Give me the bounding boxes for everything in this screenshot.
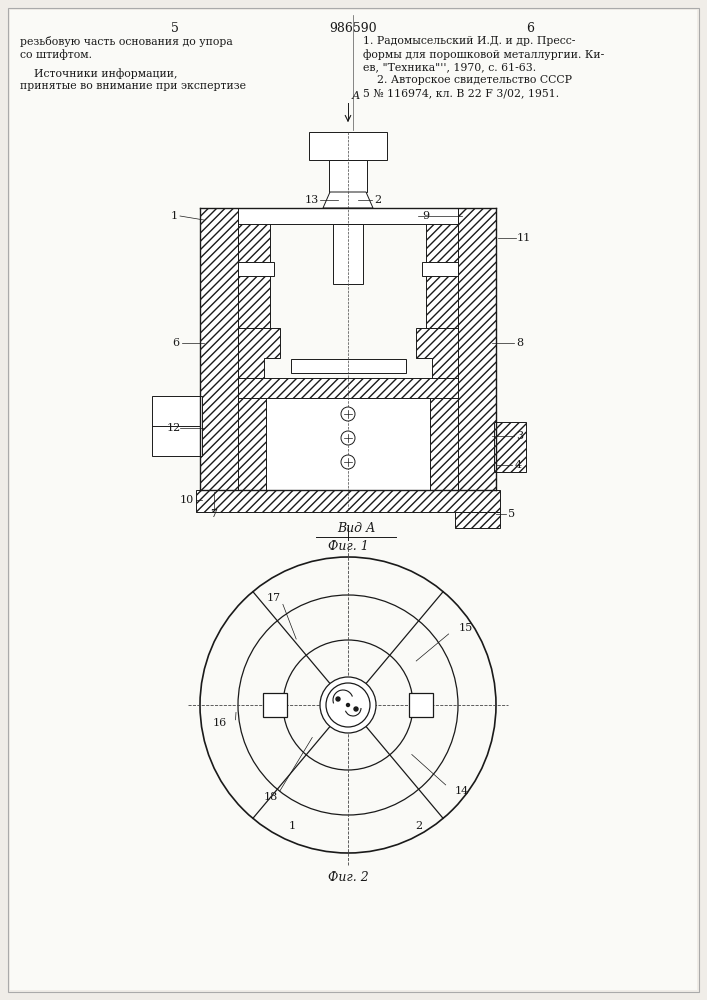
- Text: 16: 16: [212, 718, 227, 728]
- Bar: [238, 262, 274, 276]
- Text: 2: 2: [375, 195, 382, 205]
- Bar: [198, 490, 226, 510]
- Text: 1. Радомысельский И.Д. и др. Пресс-: 1. Радомысельский И.Д. и др. Пресс-: [363, 36, 575, 46]
- Bar: [238, 378, 458, 398]
- Text: 3: 3: [516, 431, 524, 441]
- Text: 6: 6: [526, 22, 534, 35]
- Circle shape: [326, 683, 370, 727]
- Text: 1: 1: [288, 821, 296, 831]
- Text: 15: 15: [459, 623, 473, 633]
- Bar: [238, 208, 458, 224]
- Bar: [238, 208, 270, 328]
- Text: 5: 5: [171, 22, 179, 35]
- Text: 18: 18: [264, 792, 278, 802]
- Text: 986590: 986590: [329, 22, 377, 35]
- Text: 2: 2: [416, 821, 423, 831]
- Polygon shape: [323, 192, 373, 208]
- Text: 4: 4: [515, 460, 522, 470]
- Bar: [238, 398, 266, 490]
- Text: ев, "Техника"'', 1970, с. 61-63.: ев, "Техника"'', 1970, с. 61-63.: [363, 62, 536, 72]
- Polygon shape: [238, 328, 280, 378]
- Circle shape: [341, 407, 355, 421]
- Text: 8: 8: [516, 338, 524, 348]
- Bar: [291, 359, 406, 373]
- Text: 17: 17: [267, 593, 281, 603]
- Bar: [333, 224, 363, 284]
- Bar: [266, 398, 430, 490]
- Bar: [458, 208, 496, 490]
- Circle shape: [354, 707, 358, 711]
- Text: 1: 1: [170, 211, 177, 221]
- Text: 9: 9: [423, 211, 430, 221]
- Text: 11: 11: [517, 233, 531, 243]
- Circle shape: [341, 431, 355, 445]
- Circle shape: [346, 704, 349, 706]
- Bar: [494, 422, 526, 472]
- Text: 12: 12: [167, 423, 181, 433]
- Text: Фиг. 2: Фиг. 2: [327, 871, 368, 884]
- Circle shape: [320, 677, 376, 733]
- Bar: [455, 512, 500, 528]
- Bar: [196, 490, 500, 512]
- Text: Вид А: Вид А: [337, 522, 375, 535]
- Text: 6: 6: [173, 338, 180, 348]
- Bar: [329, 160, 367, 192]
- Text: резьбовую часть основания до упора: резьбовую часть основания до упора: [20, 36, 233, 47]
- Bar: [263, 693, 287, 717]
- Bar: [309, 132, 387, 160]
- Bar: [430, 398, 458, 490]
- Text: 2. Авторское свидетельство СССР: 2. Авторское свидетельство СССР: [363, 75, 572, 85]
- Polygon shape: [416, 328, 458, 378]
- Text: 14: 14: [455, 786, 469, 796]
- Text: 13: 13: [305, 195, 319, 205]
- Text: А: А: [352, 91, 361, 101]
- Text: Фиг. 1: Фиг. 1: [327, 540, 368, 553]
- Text: 7: 7: [211, 509, 218, 519]
- Bar: [422, 262, 458, 276]
- Text: формы для порошковой металлургии. Ки-: формы для порошковой металлургии. Ки-: [363, 49, 604, 60]
- Circle shape: [341, 455, 355, 469]
- Text: Источники информации,: Источники информации,: [20, 68, 177, 79]
- Bar: [409, 693, 433, 717]
- Text: 5: 5: [508, 509, 515, 519]
- Bar: [200, 208, 238, 490]
- Text: 10: 10: [180, 495, 194, 505]
- Text: принятые во внимание при экспертизе: принятые во внимание при экспертизе: [20, 81, 246, 91]
- Bar: [152, 396, 202, 456]
- Text: 5 № 116974, кл. В 22 F 3/02, 1951.: 5 № 116974, кл. В 22 F 3/02, 1951.: [363, 88, 559, 98]
- Circle shape: [336, 697, 340, 701]
- Text: со штифтом.: со штифтом.: [20, 49, 92, 60]
- Bar: [426, 208, 458, 328]
